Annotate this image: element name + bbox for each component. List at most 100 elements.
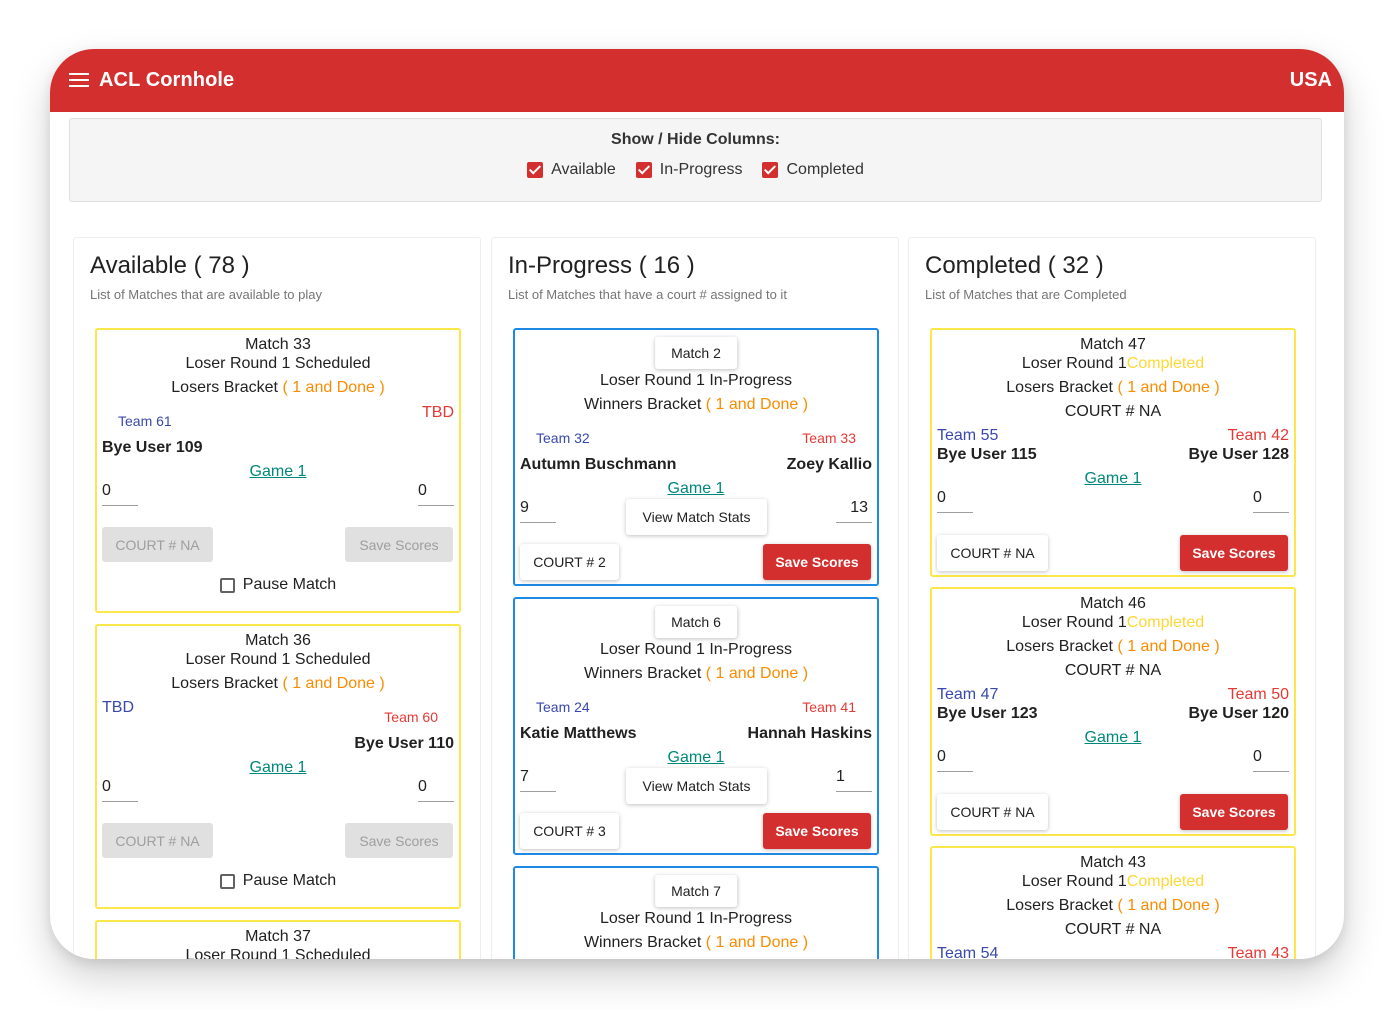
pause-match-checkbox[interactable]: Pause Match	[97, 872, 459, 890]
team-left: Team 47	[937, 686, 999, 703]
filter-label: In-Progress	[659, 161, 743, 178]
match-bracket: Losers Bracket ( 1 and Done )	[171, 675, 385, 692]
match-number: Match 2	[655, 337, 737, 369]
filter-available-checkbox[interactable]: Available	[527, 161, 616, 179]
match-card: Match 33 Loser Round 1 Scheduled Losers …	[95, 328, 461, 613]
checkbox-unchecked-icon	[219, 577, 235, 593]
match-number: Match 37	[245, 928, 311, 945]
app-bar: ACL Cornhole USA	[50, 49, 1344, 112]
match-card: Match 7 Loser Round 1 In-Progress Winner…	[513, 866, 879, 959]
save-scores-button[interactable]: Save Scores	[345, 527, 453, 562]
game-link[interactable]: Game 1	[667, 480, 725, 497]
score-right-input[interactable]: 0	[418, 776, 454, 802]
match-round: Loser Round 1 Scheduled	[185, 651, 371, 668]
pause-match-checkbox[interactable]: Pause Match	[97, 576, 459, 594]
court-label: COURT # NA	[1064, 403, 1162, 420]
player-right: Zoey Kallio	[786, 456, 872, 473]
player-right: Bye User 110	[354, 735, 454, 752]
team-right: Team 33	[802, 430, 856, 446]
game-link[interactable]: Game 1	[1084, 729, 1142, 746]
team-right: Team 42	[1227, 427, 1289, 444]
team-right: Team 43	[1227, 945, 1289, 959]
match-number: Match 46	[1080, 595, 1146, 612]
match-bracket: Winners Bracket ( 1 and Done )	[583, 934, 809, 951]
court-button[interactable]: COURT # 3	[520, 813, 619, 849]
match-card: Match 2 Loser Round 1 In-Progress Winner…	[513, 328, 879, 586]
player-left: Autumn Buschmann	[520, 456, 677, 473]
filter-label: Completed	[786, 161, 864, 178]
match-bracket: Losers Bracket ( 1 and Done )	[1006, 379, 1220, 396]
match-round: Loser Round 1 In-Progress	[599, 372, 793, 389]
checkbox-unchecked-icon	[219, 873, 235, 889]
game-link[interactable]: Game 1	[1084, 470, 1142, 487]
score-left-input[interactable]: 9	[520, 497, 556, 523]
save-scores-button[interactable]: Save Scores	[345, 823, 453, 858]
filter-completed-checkbox[interactable]: Completed	[762, 161, 864, 179]
completed-column: Completed ( 32 ) List of Matches that ar…	[908, 237, 1316, 959]
player-left: Bye User 123	[937, 705, 1038, 722]
score-left-input[interactable]: 0	[937, 487, 973, 513]
match-number: Match 43	[1080, 854, 1146, 871]
match-bracket: Losers Bracket ( 1 and Done )	[171, 379, 385, 396]
score-right-input[interactable]: 0	[418, 480, 454, 506]
match-card: Match 36 Loser Round 1 Scheduled Losers …	[95, 624, 461, 909]
court-button[interactable]: COURT # NA	[937, 794, 1048, 830]
match-number: Match 36	[245, 632, 311, 649]
court-button[interactable]: COURT # NA	[937, 535, 1048, 571]
game-link[interactable]: Game 1	[667, 749, 725, 766]
match-round: Loser Round 1Completed	[1021, 614, 1205, 631]
save-scores-button[interactable]: Save Scores	[763, 544, 871, 580]
match-bracket: Winners Bracket ( 1 and Done )	[583, 665, 809, 682]
score-left-input[interactable]: 0	[102, 480, 138, 506]
court-button[interactable]: COURT # 2	[520, 544, 619, 580]
country-label[interactable]: USA	[1289, 69, 1332, 91]
game-link[interactable]: Game 1	[249, 759, 307, 776]
column-title: In-Progress ( 16 )	[508, 252, 695, 279]
team-right: TBD	[422, 404, 454, 421]
filter-title: Show / Hide Columns:	[611, 131, 780, 148]
match-round: Loser Round 1Completed	[1021, 873, 1205, 890]
save-scores-button[interactable]: Save Scores	[1180, 535, 1288, 571]
score-right-input[interactable]: 13	[836, 497, 872, 523]
match-bracket: Losers Bracket ( 1 and Done )	[1006, 638, 1220, 655]
team-left: Team 24	[536, 699, 590, 715]
match-round: Loser Round 1 In-Progress	[599, 641, 793, 658]
match-number: Match 47	[1080, 336, 1146, 353]
game-link[interactable]: Game 1	[249, 463, 307, 480]
score-right-input[interactable]: 0	[1253, 487, 1289, 513]
view-match-stats-button[interactable]: View Match Stats	[626, 499, 767, 535]
player-left: Bye User 109	[102, 439, 203, 456]
match-number: Match 7	[655, 875, 737, 907]
match-round: Loser Round 1 In-Progress	[599, 910, 793, 927]
column-filter-panel: Show / Hide Columns: Available In-Progre…	[69, 118, 1322, 202]
filter-in-progress-checkbox[interactable]: In-Progress	[635, 161, 743, 179]
score-left-input[interactable]: 7	[520, 766, 556, 792]
court-button[interactable]: COURT # NA	[102, 823, 213, 858]
save-scores-button[interactable]: Save Scores	[763, 813, 871, 849]
team-right: Team 60	[384, 709, 438, 725]
column-subtitle: List of Matches that are Completed	[925, 287, 1127, 302]
team-left: Team 32	[536, 430, 590, 446]
player-right: Bye User 128	[1188, 446, 1289, 463]
team-right: Team 50	[1227, 686, 1289, 703]
in-progress-column: In-Progress ( 16 ) List of Matches that …	[491, 237, 899, 959]
match-bracket: Winners Bracket ( 1 and Done )	[583, 396, 809, 413]
match-card: Match 6 Loser Round 1 In-Progress Winner…	[513, 597, 879, 855]
column-subtitle: List of Matches that have a court # assi…	[508, 287, 787, 302]
player-right: Bye User 120	[1188, 705, 1289, 722]
player-right: Hannah Haskins	[747, 725, 872, 742]
court-button[interactable]: COURT # NA	[102, 527, 213, 562]
filter-label: Available	[551, 161, 616, 178]
player-left: Katie Matthews	[520, 725, 637, 742]
score-left-input[interactable]: 0	[937, 746, 973, 772]
score-left-input[interactable]: 0	[102, 776, 138, 802]
match-card: Match 47 Loser Round 1Completed Losers B…	[930, 328, 1296, 577]
team-left: Team 54	[937, 945, 999, 959]
score-right-input[interactable]: 1	[836, 766, 872, 792]
match-round: Loser Round 1 Scheduled	[185, 947, 371, 959]
view-match-stats-button[interactable]: View Match Stats	[626, 768, 767, 804]
match-card: Match 37 Loser Round 1 Scheduled	[95, 920, 461, 959]
score-right-input[interactable]: 0	[1253, 746, 1289, 772]
hamburger-menu-icon[interactable]	[69, 73, 89, 89]
save-scores-button[interactable]: Save Scores	[1180, 794, 1288, 830]
